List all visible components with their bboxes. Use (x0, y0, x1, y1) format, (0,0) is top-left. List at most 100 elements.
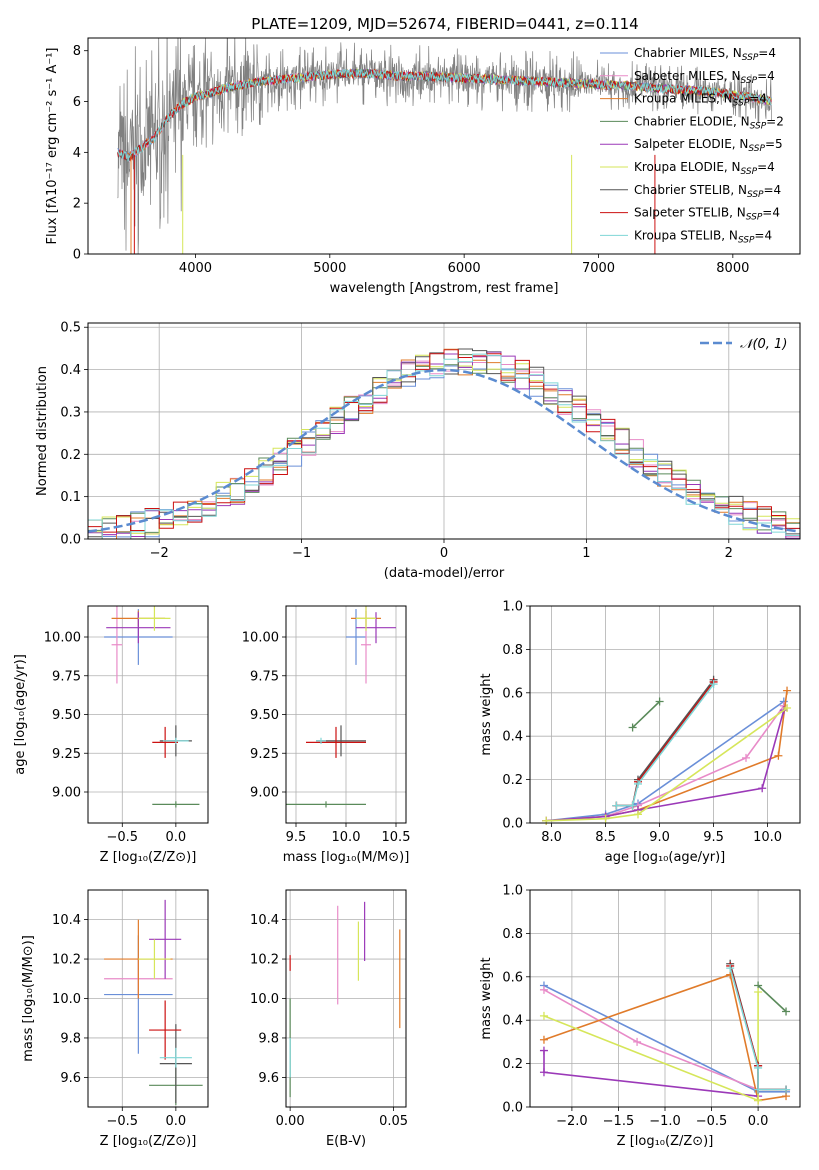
figure-title: PLATE=1209, MJD=52674, FIBERID=0441, z=0… (251, 15, 638, 33)
spectrum-legend: Chabrier MILES, NSSP=4 Salpeter MILES, NS… (600, 46, 784, 245)
y-tick-label: 1.0 (502, 600, 523, 615)
weight-marker (539, 1035, 548, 1044)
y-tick-label: 0.0 (502, 817, 523, 832)
y-tick-label: 9.8 (258, 1031, 279, 1046)
y-tick-label: 0.4 (502, 730, 523, 745)
weight-marker (539, 1011, 548, 1020)
y-tick-label: 9.6 (60, 1071, 81, 1086)
y-tick-label: 9.8 (60, 1031, 81, 1046)
y-tick-label: 2 (73, 197, 81, 212)
x-tick-label: 0 (440, 546, 448, 561)
histogram-kroupa_stelib (88, 353, 800, 539)
y-axis-label: mass weight (479, 673, 494, 755)
x-tick-label: −2.0 (556, 1114, 588, 1129)
y-tick-label: 9.75 (52, 669, 81, 684)
weight-line-kroupa_miles (543, 973, 787, 1102)
weight-marker (539, 985, 548, 994)
errorbar-kroupa_elodie (138, 606, 171, 631)
weight-marker (783, 703, 792, 712)
spectrum-plot-area (117, 38, 773, 254)
errorbar-chabrier_elodie (286, 801, 366, 808)
y-tick-label: 9.50 (250, 708, 279, 723)
y-tick-label: 9.25 (250, 747, 279, 762)
y-tick-label: 0.0 (502, 1101, 523, 1116)
spectrum-panel: 4000 5000 6000 7000 8000 0 2 4 6 8 wavelength [Ang… (45, 37, 801, 296)
weight-marker (783, 686, 792, 695)
y-tick-label: 0.8 (502, 927, 523, 942)
x-axis-label: Z [log₁₀(Z/Z⊙)] (100, 850, 197, 865)
errorbar-kroupa_stelib (159, 1047, 192, 1068)
weight-line-kroupa_stelib (616, 683, 715, 807)
errorbar-chabrier_elodie (152, 801, 200, 808)
axes-frame (285, 605, 407, 824)
x-axis-label: E(B-V) (326, 1134, 366, 1149)
observed-spectrum-line (117, 38, 773, 254)
y-tick-label: 10.0 (250, 992, 279, 1007)
axes-frame (87, 322, 801, 540)
legend-label: Kroupa MILES, NSSP=4 (634, 92, 767, 109)
y-tick-label: 6 (73, 95, 81, 110)
x-tick-label: 5000 (313, 261, 346, 276)
y-tick-label: 0.2 (502, 1057, 523, 1072)
legend-label: Chabrier ELODIE, NSSP=2 (634, 114, 784, 131)
y-tick-label: 10.0 (52, 992, 81, 1007)
x-axis-label: mass [log₁₀(M/M⊙)] (283, 850, 410, 865)
y-tick-label: 10.4 (250, 913, 279, 928)
axes-frame (87, 889, 209, 1108)
x-tick-label: 8.0 (541, 830, 562, 845)
axes-frame (87, 37, 801, 255)
x-tick-label: 8.5 (595, 830, 616, 845)
y-axis-label: age [log₁₀(age/yr)] (13, 654, 28, 775)
weight-marker (628, 801, 637, 810)
weight-vs-metallicity-panel: −2.0 −1.5 −1.0 −0.5 0.0 0.0 0.2 0.4 0.6 0.8 1.0 Z [… (479, 884, 801, 1149)
normal-distribution-curve (88, 368, 800, 533)
x-tick-label: 9.5 (703, 830, 724, 845)
weight-line-chabrier_elodie (632, 700, 661, 729)
age-vs-mass-panel: 9.5 10.0 10.5 9.00 9.25 9.50 9.75 10.00 mass [lo… (242, 605, 411, 865)
y-tick-label: 0.6 (502, 686, 523, 701)
y-axis-label: mass weight (479, 957, 494, 1039)
y-tick-label: 0.3 (60, 405, 81, 420)
x-axis-label: age [log₁₀(age/yr)] (605, 850, 726, 865)
errorbar-kroupa_stelib (316, 737, 326, 744)
x-tick-label: 10.5 (382, 830, 411, 845)
x-tick-label: 0.05 (379, 1114, 408, 1129)
errorbar-kroupa_elodie (138, 939, 171, 979)
residuals-panel: −2 −1 0 1 2 0.0 0.1 0.2 0.3 0.4 0.5 (data-model)/er… (35, 321, 801, 581)
x-tick-label: 6000 (448, 261, 481, 276)
y-tick-label: 0.2 (502, 773, 523, 788)
residual-legend: 𝒩(0, 1) (700, 337, 787, 352)
errorbar-salpeter_stelib (306, 726, 366, 758)
legend-label: Salpeter STELIB, NSSP=4 (634, 206, 780, 223)
y-tick-label: 9.6 (258, 1071, 279, 1086)
y-tick-label: 1.0 (502, 884, 523, 899)
weight-marker (709, 680, 718, 689)
y-axis-label: Flux [fλ10⁻¹⁷ erg cm⁻² s⁻¹ A⁻¹] (45, 48, 60, 245)
x-tick-label: 9.0 (649, 830, 670, 845)
x-tick-label: 0.0 (166, 830, 187, 845)
mass-vs-ebv-panel: 0.00 0.05 9.6 9.8 10.0 10.2 10.4 E(B-V) (250, 889, 408, 1149)
y-tick-label: 10.00 (44, 631, 81, 646)
errorbar-salpeter_stelib (152, 726, 178, 758)
y-axis-label: mass [log₁₀(M/M⊙)] (21, 935, 36, 1062)
histogram-salpeter_stelib (88, 349, 800, 533)
x-tick-label: −2 (150, 546, 169, 561)
weight-vs-age-panel: 8.0 8.5 9.0 9.5 10.0 0.0 0.2 0.4 0.6 0.8 1.0 age [l… (479, 600, 801, 865)
legend-label-normal: 𝒩(0, 1) (740, 337, 787, 352)
errorbar-kroupa_elodie (356, 606, 376, 631)
y-tick-label: 4 (73, 146, 81, 161)
errorbar-salpeter_elodie (356, 612, 396, 644)
x-tick-label: 10.0 (332, 830, 361, 845)
x-tick-label: 0.0 (166, 1114, 187, 1129)
x-tick-label: 7000 (582, 261, 615, 276)
y-tick-label: 0.5 (60, 321, 81, 336)
mass-vs-metallicity-panel: −0.5 0.0 9.6 9.8 10.0 10.2 10.4 Z [log₁₀(Z/Z⊙)]… (21, 889, 209, 1149)
y-tick-label: 9.75 (250, 669, 279, 684)
weight-marker (754, 1096, 763, 1105)
legend-label: Salpeter MILES, NSSP=4 (634, 69, 775, 86)
x-tick-label: −0.5 (106, 1114, 138, 1129)
y-tick-label: 10.2 (52, 953, 81, 968)
y-axis-label: Normed distribution (35, 366, 50, 496)
weight-marker (612, 801, 621, 810)
